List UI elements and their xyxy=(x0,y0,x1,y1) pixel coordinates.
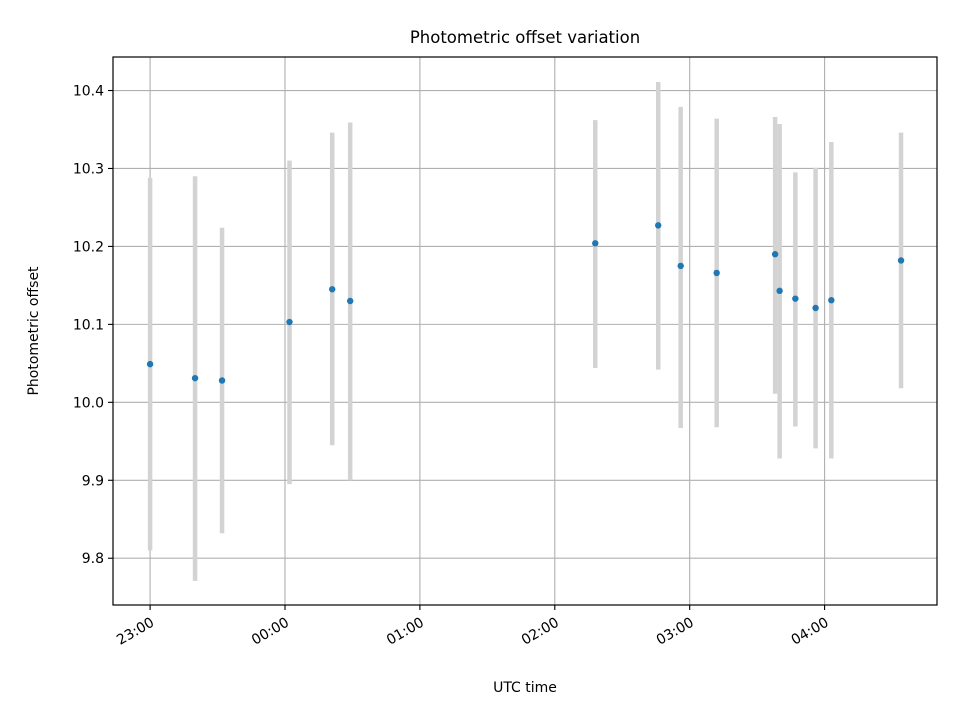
data-point xyxy=(286,318,293,326)
data-point xyxy=(346,297,354,305)
y-axis-ticks: 9.8 9.9 10.0 10.1 10.2 10.3 10.4 xyxy=(73,84,113,567)
data-point xyxy=(592,240,599,247)
grid-layer xyxy=(113,57,937,605)
data-point xyxy=(828,297,835,304)
y-tick-label: 9.8 xyxy=(82,551,104,567)
y-tick-label: 10.0 xyxy=(73,395,104,411)
data-point xyxy=(897,257,905,264)
y-axis-label: Photometric offset xyxy=(26,266,42,396)
data-point xyxy=(792,295,799,302)
data-point xyxy=(771,251,779,258)
y-tick-label: 10.2 xyxy=(73,239,104,255)
data-point xyxy=(329,286,336,293)
y-tick-label: 10.3 xyxy=(73,161,104,177)
data-point xyxy=(677,262,684,270)
y-tick-label: 9.9 xyxy=(82,473,104,489)
data-point xyxy=(191,374,199,382)
point-layer xyxy=(146,222,905,384)
chart-title: Photometric offset variation xyxy=(410,28,640,47)
plot-frame xyxy=(112,56,938,606)
x-axis-label: UTC time xyxy=(493,680,557,696)
data-point xyxy=(218,377,226,384)
data-point xyxy=(655,222,662,229)
data-point xyxy=(713,269,720,277)
y-tick-label: 10.1 xyxy=(73,317,104,333)
data-point xyxy=(146,360,154,368)
data-point xyxy=(812,304,819,312)
y-tick-label: 10.4 xyxy=(73,84,104,100)
data-point xyxy=(776,287,783,295)
